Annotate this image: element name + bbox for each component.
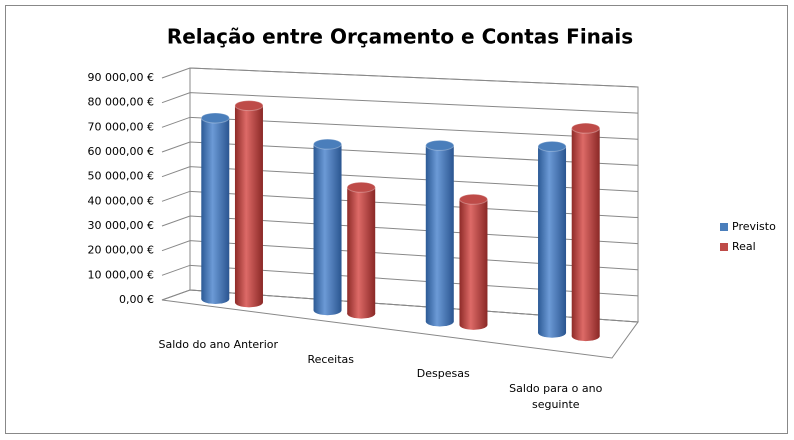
grid-line: [161, 141, 639, 166]
cylinder: [425, 139, 455, 327]
grid-line: [161, 240, 639, 271]
x-tick-label: Receitas: [307, 352, 355, 366]
cylinder: [458, 193, 488, 330]
y-tick-label: 50 000,00 €: [88, 170, 154, 183]
cylinder-top: [313, 138, 343, 150]
cylinder-top: [346, 181, 376, 193]
cylinder: [200, 112, 230, 304]
cylinder-top: [200, 112, 230, 124]
cylinder-top: [571, 122, 601, 134]
x-tick-label: Despesas: [416, 367, 470, 381]
legend-label: Real: [732, 240, 756, 253]
cylinder-top: [458, 193, 488, 205]
cylinder-body: [459, 199, 488, 325]
cylinder: [313, 138, 343, 316]
y-tick-label: 80 000,00 €: [88, 96, 154, 109]
grid-line: [161, 92, 639, 114]
cylinder-body: [347, 187, 376, 314]
chart-title: Relação entre Orçamento e Contas Finais: [167, 25, 633, 49]
grid-line: [161, 264, 639, 297]
legend-swatch: [720, 223, 728, 231]
cylinder-body: [425, 145, 454, 322]
grid-line: [161, 67, 639, 88]
cylinder-top: [537, 140, 567, 152]
y-tick-label: 60 000,00 €: [88, 145, 154, 158]
grid-line: [161, 215, 639, 245]
cylinder-body: [538, 146, 567, 333]
y-tick-label: 40 000,00 €: [88, 194, 154, 207]
cylinder: [537, 140, 567, 338]
cylinder-top: [234, 100, 264, 112]
cylinder-top: [425, 139, 455, 151]
legend-swatch: [720, 243, 728, 251]
cylinder: [346, 181, 376, 319]
y-tick-label: 10 000,00 €: [88, 268, 154, 281]
grid-line: [161, 190, 639, 219]
y-tick-label: 20 000,00 €: [88, 244, 154, 257]
cylinder-body: [234, 105, 263, 303]
y-tick-label: 30 000,00 €: [88, 219, 154, 232]
legend-label: Previsto: [732, 220, 776, 233]
cylinder: [571, 122, 601, 342]
grid-line: [161, 289, 639, 323]
x-tick-label: Saldo para o ano seguinte: [509, 381, 603, 411]
x-tick-label: Saldo do ano Anterior: [158, 338, 279, 352]
cylinder-body: [313, 144, 342, 311]
cylinder: [234, 100, 264, 308]
y-tick-label: 70 000,00 €: [88, 120, 154, 133]
grid-line: [161, 116, 639, 140]
cylinder-body: [201, 117, 230, 299]
y-tick-label: 90 000,00 €: [88, 71, 154, 84]
cylinder-body: [571, 128, 600, 337]
grid-line: [161, 166, 639, 192]
y-tick-label: 0,00 €: [119, 293, 154, 306]
